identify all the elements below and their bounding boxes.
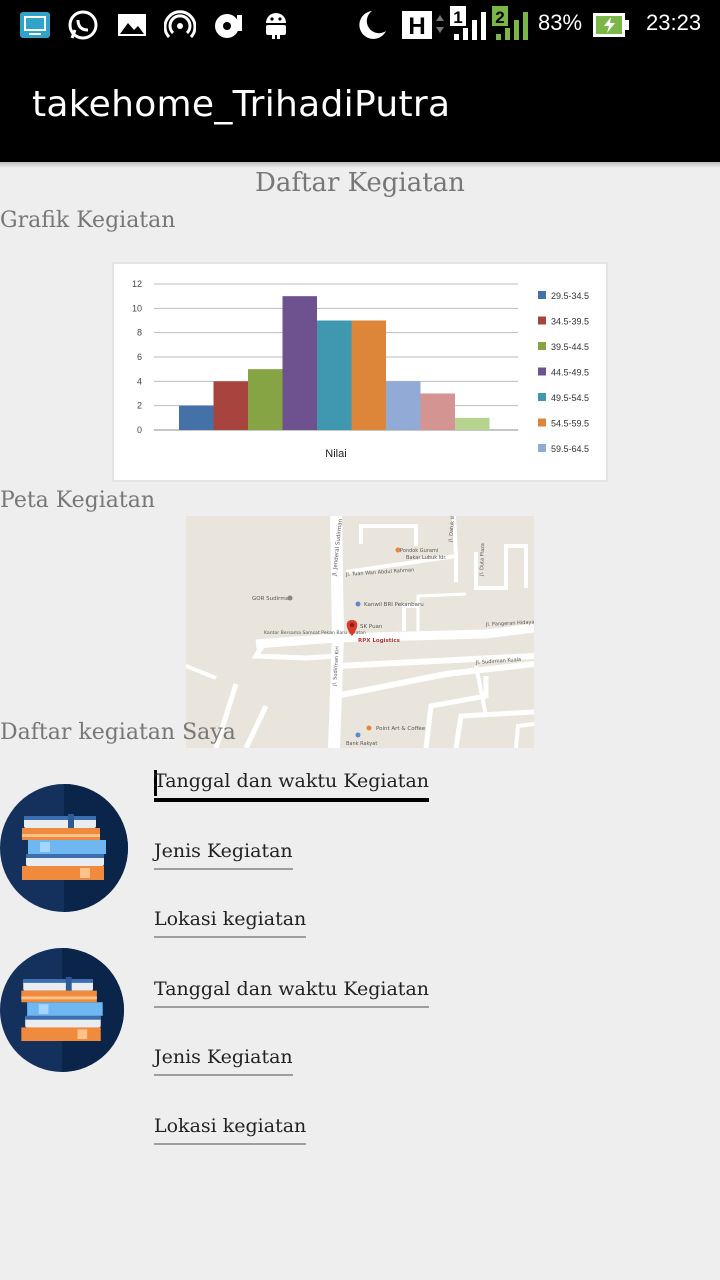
chart-y-tick-label: 0 — [137, 425, 142, 435]
svg-text:H: H — [408, 13, 425, 40]
map-label-place: Point Art & Coffee — [376, 726, 426, 732]
chart-legend-label: 49.5-54.5 — [551, 393, 589, 403]
chart-legend-swatch — [538, 367, 546, 376]
cast-icon — [20, 12, 50, 38]
signal-sim2-icon: 2 — [492, 6, 528, 40]
signal-sim1-icon: 1 — [450, 6, 486, 40]
android-icon — [266, 13, 286, 39]
chart-section-label: Grafik Kegiatan — [0, 208, 176, 233]
map-label-street: Jl. Sudirman Kiri — [332, 646, 341, 687]
chart-legend-label: 34.5-39.5 — [551, 317, 589, 327]
chart-bar — [317, 320, 352, 430]
app-title: takehome_TrihadiPutra — [32, 84, 451, 125]
map-section-label: Peta Kegiatan — [0, 488, 156, 513]
battery-charging-icon — [593, 13, 629, 37]
chart-bar — [420, 393, 455, 430]
media-icon — [215, 14, 242, 38]
clock: 23:23 — [646, 10, 702, 35]
gallery-icon — [118, 14, 146, 36]
map-label-place: Bank Rakyat — [346, 741, 377, 747]
activity-type-field[interactable]: Jenis Kegiatan — [154, 1046, 293, 1076]
chart-bar — [179, 405, 214, 430]
map-label-street: Jl. Sudirman Kuala — [475, 657, 522, 666]
moon-icon — [359, 11, 386, 39]
activity-location-field[interactable]: Lokasi kegiatan — [154, 1115, 307, 1145]
map-poi-icon — [355, 601, 361, 607]
chart-bar — [282, 296, 317, 430]
map-tiles: Jl. Jenderal Sudirman Pondok Gurami Baka… — [186, 516, 534, 748]
map-label-place: Bakar Lubuk Idr. — [406, 555, 447, 561]
map-label-street: Jl. Pangeran Hidayat — [485, 619, 534, 628]
map-label-street: Jl. Datuk Wan — [448, 516, 457, 543]
battery-percent: 83% — [538, 10, 583, 35]
map-poi-icon — [395, 547, 401, 553]
books-avatar-icon — [0, 784, 128, 912]
chart-bar — [455, 417, 490, 430]
map-label-street: Jl. Tuan Wan Abdul Rahman — [345, 567, 415, 578]
svg-text:2: 2 — [495, 8, 504, 27]
chart-legend-swatch — [538, 291, 546, 299]
chart-x-axis-label: Nilai — [325, 448, 346, 460]
chart-legend-swatch — [538, 444, 546, 452]
activity-location-field[interactable]: Lokasi kegiatan — [154, 908, 307, 938]
activity-map[interactable]: Jl. Jenderal Sudirman Pondok Gurami Baka… — [186, 516, 534, 748]
activity-type-field[interactable]: Jenis Kegiatan — [154, 840, 293, 870]
chart-bar — [248, 369, 283, 430]
chart-legend-label: 29.5-34.5 — [551, 291, 589, 301]
chart-y-tick-label: 12 — [132, 279, 142, 289]
activity-datetime-field[interactable]: Tanggal dan waktu Kegiatan — [154, 978, 430, 1008]
map-label-street: Jl. Duta Plaza — [479, 543, 486, 577]
map-label-place: GOR Sudirman — [252, 596, 293, 602]
chart-legend-label: 44.5-49.5 — [551, 368, 589, 378]
chart-y-tick-label: 8 — [137, 328, 142, 338]
chart-legend-swatch — [538, 342, 546, 350]
svg-text:1: 1 — [453, 8, 462, 27]
map-pin-icon[interactable] — [346, 620, 358, 636]
map-label-place: SK Puan — [360, 624, 383, 630]
chart-bar — [351, 320, 386, 430]
chart-bar — [386, 381, 421, 430]
chart-legend-label: 54.5-59.5 — [551, 419, 589, 429]
text-cursor — [154, 770, 157, 796]
map-label-place: Kantor Bersama Samsat Pekan Baru Selatan — [264, 630, 366, 636]
map-poi-icon — [355, 732, 361, 738]
map-poi-icon — [287, 595, 293, 601]
map-label-place: RPX Logistics — [358, 638, 401, 644]
map-label-place: Pondok Gurami — [400, 548, 438, 554]
chart-legend-swatch — [538, 316, 546, 325]
list-section-label: Daftar kegiatan Saya — [0, 720, 236, 745]
activity-datetime-field[interactable]: Tanggal dan waktu Kegiatan — [154, 770, 430, 802]
activity-bar-chart: 0 2 4 6 8 10 12 Nilai 29.5-34.5 34.5-39.5 39.5-44.… — [132, 279, 589, 460]
app-bar-shadow — [0, 162, 720, 168]
chart-y-tick-label: 4 — [137, 376, 142, 386]
app-bar: takehome_TrihadiPutra — [0, 50, 720, 162]
page-title: Daftar Kegiatan — [255, 168, 465, 198]
chart-y-tick-label: 6 — [137, 352, 142, 362]
map-poi-icon — [366, 725, 372, 731]
hotspot-icon — [164, 10, 196, 39]
hsdpa-icon: H — [402, 11, 444, 40]
whatsapp-icon — [68, 10, 98, 40]
chart-y-tick-label: 10 — [132, 303, 142, 313]
books-avatar-icon — [0, 948, 124, 1072]
chart-legend-swatch — [538, 418, 546, 427]
chart-bar — [213, 381, 248, 430]
chart-legend-label: 39.5-44.5 — [551, 342, 589, 352]
chart-y-tick-label: 2 — [137, 401, 142, 411]
activity-chart: 0 2 4 6 8 10 12 Nilai 29.5-34.5 34.5-39.5 39.5-44.… — [112, 262, 608, 482]
map-label-place: Kanwil BRI Pekanbaru — [364, 602, 424, 608]
status-bar: H 1 2 83% 23:23 — [0, 0, 720, 50]
chart-legend-swatch — [538, 393, 546, 401]
chart-legend-label: 59.5-64.5 — [551, 444, 589, 454]
